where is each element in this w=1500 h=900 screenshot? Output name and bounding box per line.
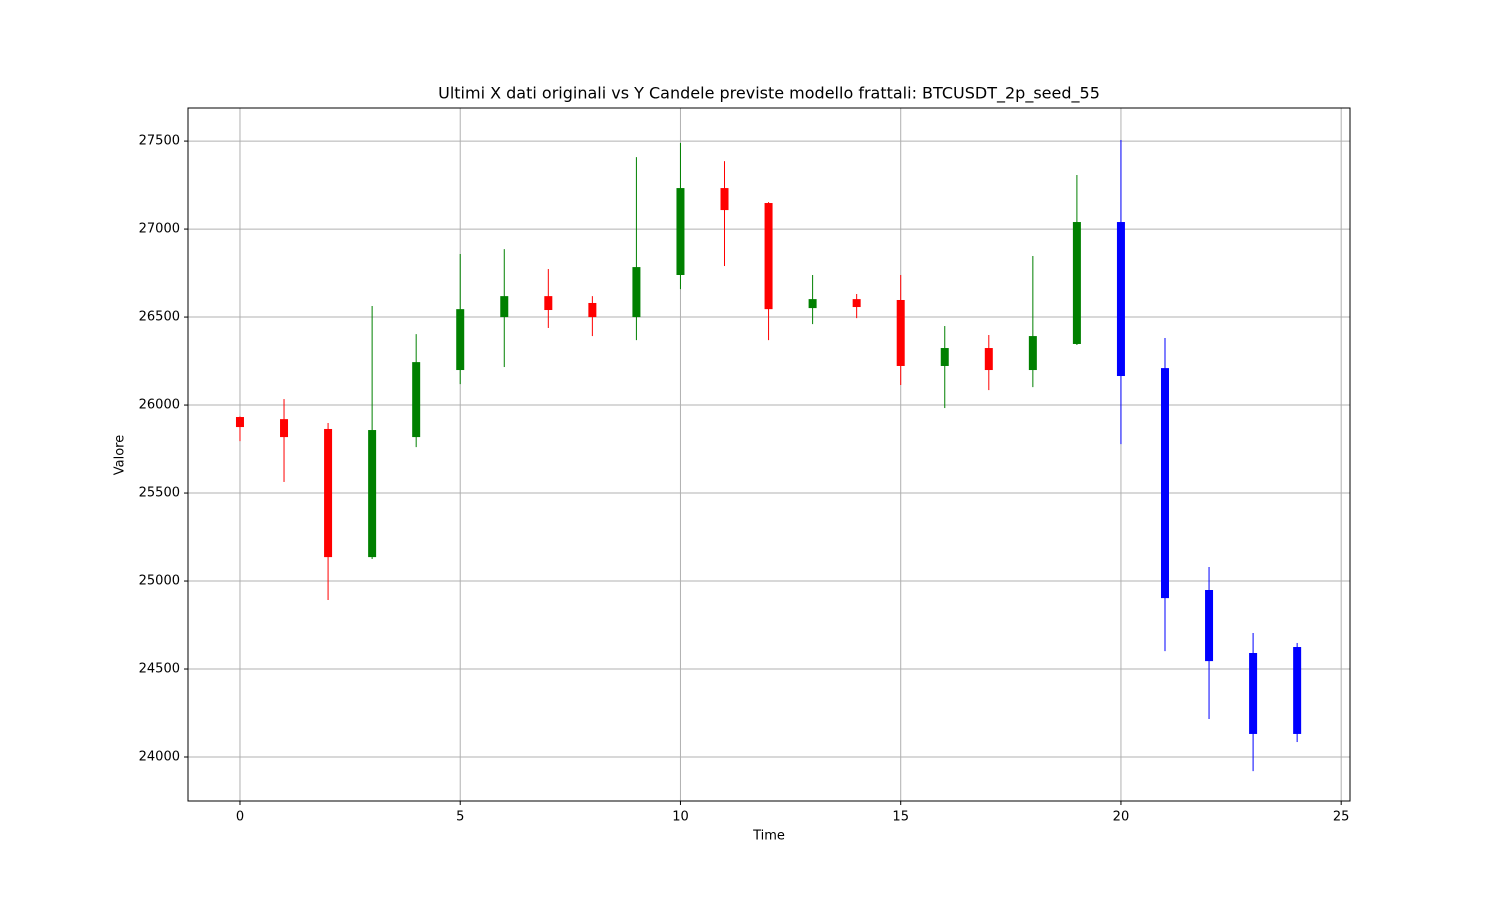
candle-body	[896, 299, 905, 366]
candle-body	[940, 348, 949, 366]
x-tick-label: 25	[1333, 810, 1350, 825]
candle-body	[235, 417, 244, 428]
candle-body	[676, 188, 685, 276]
candle-body	[808, 299, 817, 309]
y-tick-label: 26500	[139, 310, 180, 325]
candle-body	[632, 267, 641, 318]
candle-body	[544, 296, 553, 311]
y-tick-label: 27000	[139, 222, 180, 237]
x-tick-label: 10	[672, 810, 689, 825]
x-tick-label: 0	[236, 810, 244, 825]
candle-body	[852, 299, 861, 308]
y-tick-label: 25500	[139, 486, 180, 501]
candle-body	[1116, 222, 1125, 377]
candle-body	[588, 302, 597, 318]
candle-body	[984, 348, 993, 371]
candle-body	[1249, 653, 1258, 734]
x-tick-label: 5	[456, 810, 464, 825]
candle-body	[412, 362, 421, 438]
chart-title: Ultimi X dati originali vs Y Candele pre…	[438, 84, 1100, 104]
y-tick-label: 25000	[139, 574, 180, 589]
candle-body	[1028, 336, 1037, 371]
candle-body	[1160, 368, 1169, 599]
y-tick-label: 24000	[139, 750, 180, 765]
x-axis-label: Time	[752, 829, 785, 844]
x-tick-label: 20	[1113, 810, 1130, 825]
candle-body	[720, 188, 729, 211]
plot-frame	[187, 107, 1351, 802]
candle-body	[324, 428, 333, 558]
candle-body	[1205, 590, 1214, 662]
y-tick-label: 24500	[139, 662, 180, 677]
candle-body	[280, 419, 289, 438]
candle-body	[456, 309, 465, 371]
x-tick-label: 15	[892, 810, 909, 825]
y-axis-label: Valore	[113, 435, 128, 475]
candle-body	[500, 296, 509, 318]
candle-body	[368, 430, 377, 558]
y-tick-label: 27500	[139, 134, 180, 149]
y-tick-label: 26000	[139, 398, 180, 413]
candle-body	[1072, 222, 1081, 344]
candle-body	[1293, 647, 1302, 734]
candle-body	[764, 203, 773, 310]
